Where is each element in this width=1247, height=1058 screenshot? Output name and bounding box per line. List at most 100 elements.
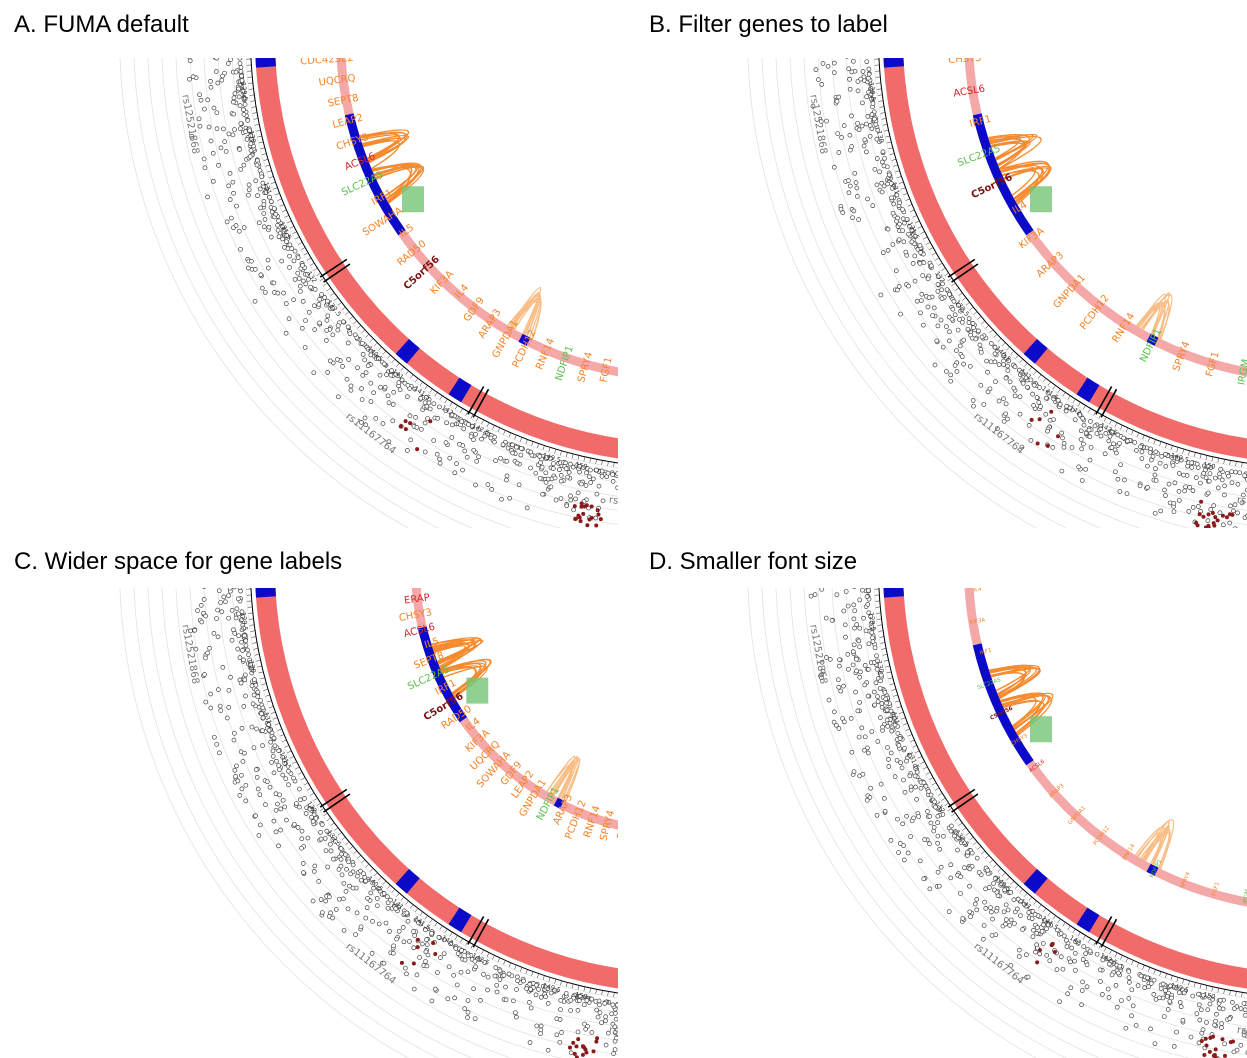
gene-label: IL4	[973, 588, 982, 593]
tick-label: 131	[890, 181, 902, 195]
significant-snp	[1204, 1043, 1209, 1048]
chromosome-ring	[255, 588, 618, 989]
tick-label: 132	[933, 800, 946, 815]
significant-snp	[574, 1044, 579, 1049]
significant-snp	[1224, 515, 1229, 520]
gene-label: FGF1	[1211, 882, 1221, 897]
circos-svg: 150149.5142.5142141.5141140.5132.5132131…	[119, 588, 618, 1058]
significant-snp	[580, 1052, 585, 1057]
tick-label: 150	[1202, 990, 1216, 1001]
significant-snp	[403, 427, 408, 432]
significant-snp	[411, 961, 416, 966]
tick-label: 141.5	[412, 914, 432, 931]
significant-snp	[1029, 417, 1034, 422]
axis-break	[319, 788, 348, 808]
tick-label: 131.5	[906, 220, 921, 240]
circos-plot-a: 150 149.5 142.5 142 141.5 141 140.5 132.5 132 131…	[40, 58, 618, 528]
panel-title-d: D. Smaller font size	[649, 548, 858, 575]
background-rings	[119, 58, 618, 528]
chromatin-links	[988, 664, 1175, 870]
significant-snp	[1049, 409, 1054, 414]
axis-break	[947, 258, 976, 278]
significant-snp	[581, 511, 586, 516]
significant-snp	[1211, 1034, 1216, 1039]
significant-snp	[576, 513, 581, 518]
significant-snp	[428, 419, 433, 424]
green-link-block	[1029, 186, 1052, 213]
significant-snp	[572, 504, 577, 509]
snp-label: rs11167764	[344, 411, 398, 457]
significant-snp	[579, 501, 584, 506]
circos-plot-d: 150 149.5 142.5 142 141.5 141 140.5 132.5 132 131…	[668, 588, 1247, 1058]
significant-snp	[595, 508, 600, 513]
significant-snp	[1212, 1052, 1217, 1057]
snp-label: rs11167764	[972, 941, 1026, 987]
tick-label: 150	[574, 460, 588, 471]
axis-break	[1095, 916, 1113, 945]
significant-snp	[1213, 515, 1218, 520]
gene-label: RIOK2	[397, 588, 428, 591]
snp-label: rs11167764	[972, 411, 1026, 457]
gene-label: IRF1	[969, 114, 993, 130]
significant-snp	[576, 1037, 581, 1042]
gene-label: CDC42SE2	[300, 58, 354, 68]
axis-break	[467, 386, 485, 415]
circos-svg: 150149.5142.5142141.5141140.5132.5132131…	[747, 58, 1247, 528]
tick-label: 129.5	[239, 612, 249, 631]
axis-break	[323, 793, 351, 813]
significant-snp	[578, 519, 583, 524]
significant-snp	[587, 517, 592, 522]
significant-snp	[431, 941, 436, 946]
panel-title-b: B. Filter genes to label	[649, 11, 888, 38]
axis-break	[1100, 918, 1118, 948]
snp-label: rs771	[608, 1025, 618, 1039]
snp-points	[808, 588, 1247, 1058]
significant-snp	[1211, 521, 1216, 526]
tick-label: 132	[933, 270, 946, 285]
gene-ring	[964, 588, 1247, 907]
significant-snp	[595, 1036, 600, 1041]
gene-ring	[336, 58, 618, 377]
significant-snp	[591, 1049, 596, 1054]
significant-snp	[1201, 514, 1206, 519]
tick-label: 130	[875, 130, 886, 144]
circos-svg: 150149.5142.5142141.5141140.5132.5132131…	[747, 588, 1247, 1058]
significant-snp	[433, 952, 438, 957]
axis-break	[323, 263, 351, 283]
snp-label: rs11167764	[344, 941, 398, 987]
gene-label: KIF3A	[969, 617, 986, 626]
background-rings	[119, 588, 618, 1058]
chromosome-ring	[255, 58, 618, 459]
significant-snp	[567, 1045, 572, 1050]
significant-snp	[415, 937, 420, 942]
significant-snp	[594, 1039, 599, 1044]
significant-snp	[584, 1050, 589, 1055]
gene-label: ERAP	[404, 592, 431, 606]
significant-snp	[1195, 523, 1200, 528]
axis-break	[1100, 388, 1118, 418]
green-link-block	[1029, 716, 1052, 743]
significant-snp	[598, 517, 603, 522]
significant-snp	[1207, 1049, 1212, 1054]
significant-snp	[1045, 443, 1050, 448]
tick-label: 131	[262, 181, 274, 195]
significant-snp	[1230, 512, 1235, 517]
gene-label: CHSY3	[398, 607, 433, 624]
significant-snp	[589, 504, 594, 509]
significant-snp	[585, 523, 590, 528]
axis-break	[472, 918, 490, 948]
significant-snp	[1199, 499, 1204, 504]
chromatin-links	[988, 133, 1173, 340]
tick-label: 130	[247, 130, 258, 144]
axis-break	[951, 793, 979, 813]
significant-snp	[1035, 960, 1040, 965]
significant-snp	[1052, 949, 1057, 954]
axis-break	[467, 916, 485, 945]
significant-snp	[581, 1045, 586, 1050]
significant-snp	[1037, 948, 1042, 953]
snp-label: rs771	[1236, 1025, 1247, 1039]
axis-break	[319, 258, 348, 278]
snp-label: rs771	[1236, 495, 1247, 509]
background-rings	[747, 58, 1247, 528]
chromosome-ring	[883, 588, 1247, 989]
